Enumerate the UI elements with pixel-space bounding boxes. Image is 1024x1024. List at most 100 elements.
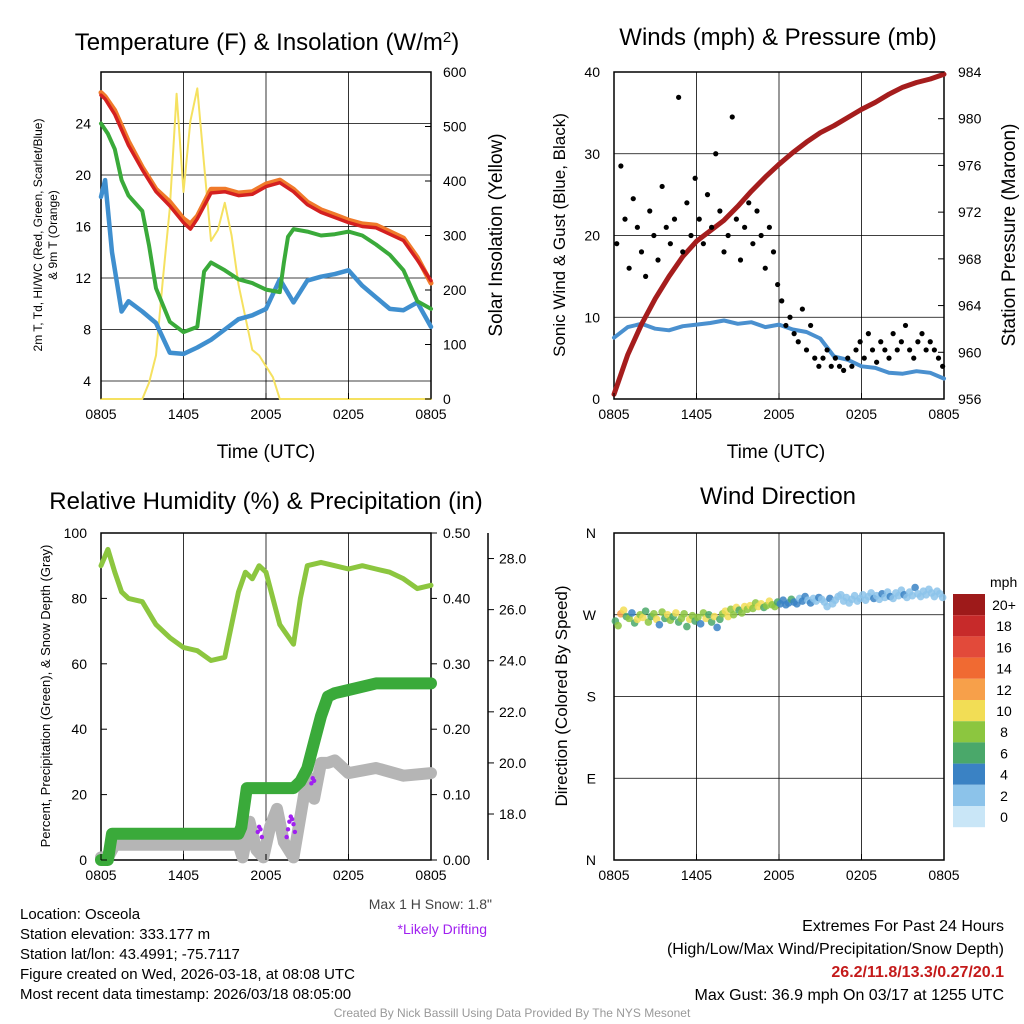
temperature-panel: Temperature (F) & Insolation (W/m2) 0805… xyxy=(31,29,507,464)
wind-direction-grid xyxy=(614,533,944,860)
humidity-grid xyxy=(183,533,349,860)
colorbar-label: 8 xyxy=(1000,724,1008,740)
gust-point xyxy=(890,331,896,337)
direction-point xyxy=(696,620,705,628)
wind-y-tick-label: 20 xyxy=(584,228,600,244)
extremes-info: Extremes For Past 24 Hours (High/Low/Max… xyxy=(667,915,1004,1007)
snow-depth-line xyxy=(95,754,437,864)
colorbar-title: mph xyxy=(990,574,1017,590)
direction-point xyxy=(619,606,628,615)
wind-y-tick-label: 30 xyxy=(584,146,600,162)
p1-x-tick-label: 1405 xyxy=(168,406,199,422)
colorbar-swatch xyxy=(953,636,985,658)
direction-point xyxy=(628,609,636,617)
gust-point xyxy=(688,232,694,239)
gust-point xyxy=(865,331,871,337)
p2-x-tick-label: 0805 xyxy=(928,406,959,422)
winds-x-axis-label: Time (UTC) xyxy=(727,442,826,463)
p2-x-tick-label: 2005 xyxy=(763,406,794,422)
max-gust: Max Gust: 36.9 mph On 03/17 at 1255 UTC xyxy=(694,987,1005,1004)
humidity-y-tick-label: 0 xyxy=(79,852,87,868)
gust-point xyxy=(713,151,719,157)
precip-y-tick-label: 0.10 xyxy=(443,787,470,803)
colorbar-label: 4 xyxy=(1000,767,1008,783)
gust-point xyxy=(770,249,777,255)
colorbar-label: 10 xyxy=(996,703,1012,719)
pressure-y-tick-label: 984 xyxy=(958,64,982,80)
figure-created: Figure created on Wed, 2026-03-18, at 08… xyxy=(20,966,355,983)
gust-point xyxy=(820,355,826,361)
credit-line: Created By Nick Bassill Using Data Provi… xyxy=(333,1006,691,1020)
gust-point xyxy=(923,347,929,353)
winds-ticks: 0805 1405 2005 0205 080501020304095696096496… xyxy=(584,64,981,422)
temperature-y-tick-label: 12 xyxy=(75,270,91,286)
colorbar-swatch xyxy=(953,615,985,637)
gust-point xyxy=(907,347,913,353)
temperature-y-axis-label-line1: 2m T, Td, HI/WC (Red, Green, Scarlet/Blu… xyxy=(31,119,45,352)
p4-x-tick-label: 0805 xyxy=(598,867,629,883)
pressure-y-tick-label: 956 xyxy=(958,391,982,407)
gust-point xyxy=(940,363,946,369)
gust-point xyxy=(696,216,702,222)
p4-x-tick-label: 0205 xyxy=(846,867,877,883)
colorbar-swatch xyxy=(953,678,985,700)
p3-x-tick-label: 0805 xyxy=(85,867,116,883)
gust-point xyxy=(680,249,686,255)
precip-y-tick-label: 0.20 xyxy=(443,721,470,737)
direction-point xyxy=(729,610,738,619)
gust-point xyxy=(927,339,933,345)
gust-point xyxy=(655,257,661,263)
likely-drifting-label: *Likely Drifting xyxy=(397,921,487,937)
direction-point xyxy=(683,622,691,631)
gust-point xyxy=(729,114,735,120)
gust-point xyxy=(700,241,706,247)
direction-point xyxy=(655,620,664,629)
p3-x-tick-label: 0805 xyxy=(415,867,446,883)
direction-y-tick-label: W xyxy=(583,607,597,623)
wind-direction-chart-title: Wind Direction xyxy=(700,483,856,510)
pressure-y-axis-label: Station Pressure (Maroon) xyxy=(999,124,1020,347)
direction-point xyxy=(672,609,680,617)
winds-panel: Winds (mph) & Pressure (mb) 0805 1405 2005… xyxy=(550,24,1020,463)
gust-point xyxy=(643,273,649,279)
gust-point xyxy=(931,347,937,353)
gust-point xyxy=(725,232,731,239)
winds-chart-title: Winds (mph) & Pressure (mb) xyxy=(619,24,936,51)
p3-x-tick-label: 1405 xyxy=(168,867,199,883)
temperature-chart-title: Temperature (F) & Insolation (W/m2) xyxy=(75,29,459,57)
gust-point xyxy=(671,216,678,222)
direction-point xyxy=(938,593,947,602)
gust-point xyxy=(799,306,805,312)
gust-point xyxy=(704,192,711,198)
wind-chill-line xyxy=(98,177,434,357)
direction-point xyxy=(639,613,647,622)
humidity-y-tick-label: 40 xyxy=(71,721,87,737)
station-info: Location: Osceola Station elevation: 333… xyxy=(20,905,355,1005)
station-elevation: Station elevation: 333.177 m xyxy=(20,926,211,943)
drifting-point xyxy=(284,834,289,840)
direction-point xyxy=(738,609,746,617)
gust-point xyxy=(836,363,843,369)
gust-point xyxy=(911,355,917,361)
gust-point xyxy=(647,208,653,214)
pressure-y-tick-label: 968 xyxy=(958,251,982,267)
insolation-y-axis-label: Solar Insolation (Yellow) xyxy=(486,133,507,336)
winds-grid xyxy=(614,71,944,400)
gust-point xyxy=(935,355,942,361)
gust-point xyxy=(878,339,884,345)
drifting-point xyxy=(258,827,263,832)
gust-point xyxy=(762,265,768,271)
humidity-y-axis-label: Percent, Precipitation (Green), & Snow D… xyxy=(38,545,53,848)
gust-point xyxy=(721,249,727,255)
insolation-y-tick-label: 600 xyxy=(443,64,467,80)
p4-x-tick-label: 1405 xyxy=(681,867,712,883)
gust-point xyxy=(824,347,830,353)
gust-point xyxy=(886,355,892,361)
direction-point xyxy=(614,621,622,630)
snow-y-tick-label: 18.0 xyxy=(499,806,526,822)
colorbar-swatch xyxy=(953,742,985,764)
extremes-values: 26.2/11.8/13.3/0.27/20.1 xyxy=(831,964,1004,981)
precip-y-tick-label: 0.00 xyxy=(443,852,470,868)
max-snow-label: Max 1 H Snow: 1.8" xyxy=(368,896,492,912)
wind-y-tick-label: 10 xyxy=(584,309,600,325)
